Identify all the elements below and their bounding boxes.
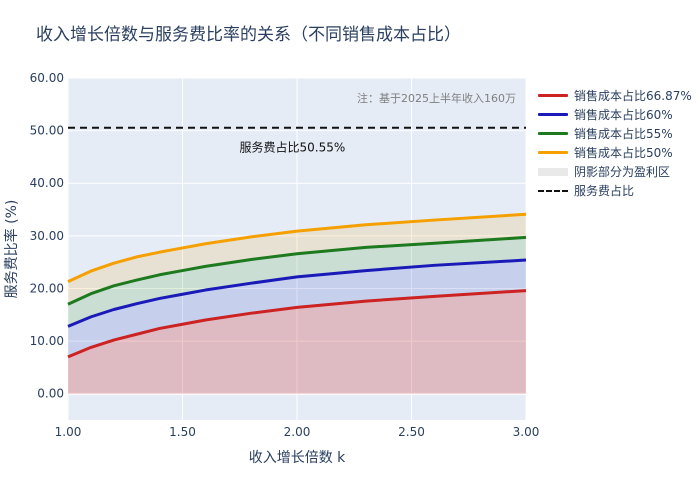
legend-item-reference[interactable]: 服务费占比 — [538, 181, 692, 200]
legend-swatch-6687 — [538, 94, 568, 97]
series-line-2 — [67, 235, 527, 306]
y-tick-label: 0.00 — [37, 387, 64, 401]
legend-label-50: 销售成本占比50% — [574, 146, 673, 160]
y-tick-label: 40.00 — [30, 176, 64, 190]
legend-swatch-profit-zone — [538, 167, 568, 176]
chart-title: 收入增长倍数与服务费比率的关系（不同销售成本占比） — [36, 25, 461, 45]
x-tick-label: 2.50 — [398, 425, 425, 439]
note-annotation: 注：基于2025上半年收入160万 — [357, 91, 516, 105]
x-tick-label: 2.00 — [284, 425, 311, 439]
legend-label-6687: 销售成本占比66.87% — [574, 89, 692, 103]
y-tick-label: 60.00 — [30, 71, 64, 85]
grid-layer — [67, 77, 527, 420]
y-axis-title: 服务费比率 (%) — [3, 200, 20, 299]
legend-swatch-reference — [538, 189, 568, 192]
legend-item-55[interactable]: 销售成本占比55% — [538, 124, 692, 143]
line-layer — [67, 212, 527, 359]
legend-label-reference: 服务费占比 — [574, 184, 635, 198]
legend-item-50[interactable]: 销售成本占比50% — [538, 143, 692, 162]
legend-label-profit-zone: 阴影部分为盈利区 — [574, 165, 671, 179]
series-line-0 — [67, 289, 527, 359]
legend-item-60[interactable]: 销售成本占比60% — [538, 105, 692, 124]
x-tick-label: 1.00 — [55, 425, 82, 439]
series-fill-2 — [68, 237, 526, 327]
series-fill-1 — [68, 260, 526, 357]
series-line-3 — [67, 212, 527, 283]
legend-label-55: 销售成本占比55% — [574, 127, 673, 141]
legend-swatch-55 — [538, 132, 568, 135]
y-tick-label: 50.00 — [30, 124, 64, 138]
reference-label: 服务费占比50.55% — [240, 140, 346, 155]
legend-swatch-60 — [538, 113, 568, 116]
legend: 销售成本占比66.87% 销售成本占比60% 销售成本占比55% 销售成本占比5… — [538, 86, 692, 200]
x-axis-title: 收入增长倍数 k — [249, 450, 346, 466]
y-tick-label: 20.00 — [30, 281, 64, 295]
legend-item-profit-zone[interactable]: 阴影部分为盈利区 — [538, 162, 692, 181]
y-tick-label: 30.00 — [30, 229, 64, 243]
y-tick-label: 10.00 — [30, 334, 64, 348]
series-fill-0 — [68, 290, 526, 394]
legend-swatch-50 — [538, 151, 568, 154]
legend-item-6687[interactable]: 销售成本占比66.87% — [538, 86, 692, 105]
x-tick-label: 1.50 — [169, 425, 196, 439]
x-tick-label: 3.00 — [513, 425, 540, 439]
fill-layer — [68, 214, 526, 394]
legend-label-60: 销售成本占比60% — [574, 108, 673, 122]
series-fill-3 — [68, 214, 526, 305]
tick-layer: 0.00 10.00 20.00 30.00 40.00 50.00 60.00 1.00 1.… — [30, 71, 540, 439]
series-line-1 — [67, 258, 527, 328]
